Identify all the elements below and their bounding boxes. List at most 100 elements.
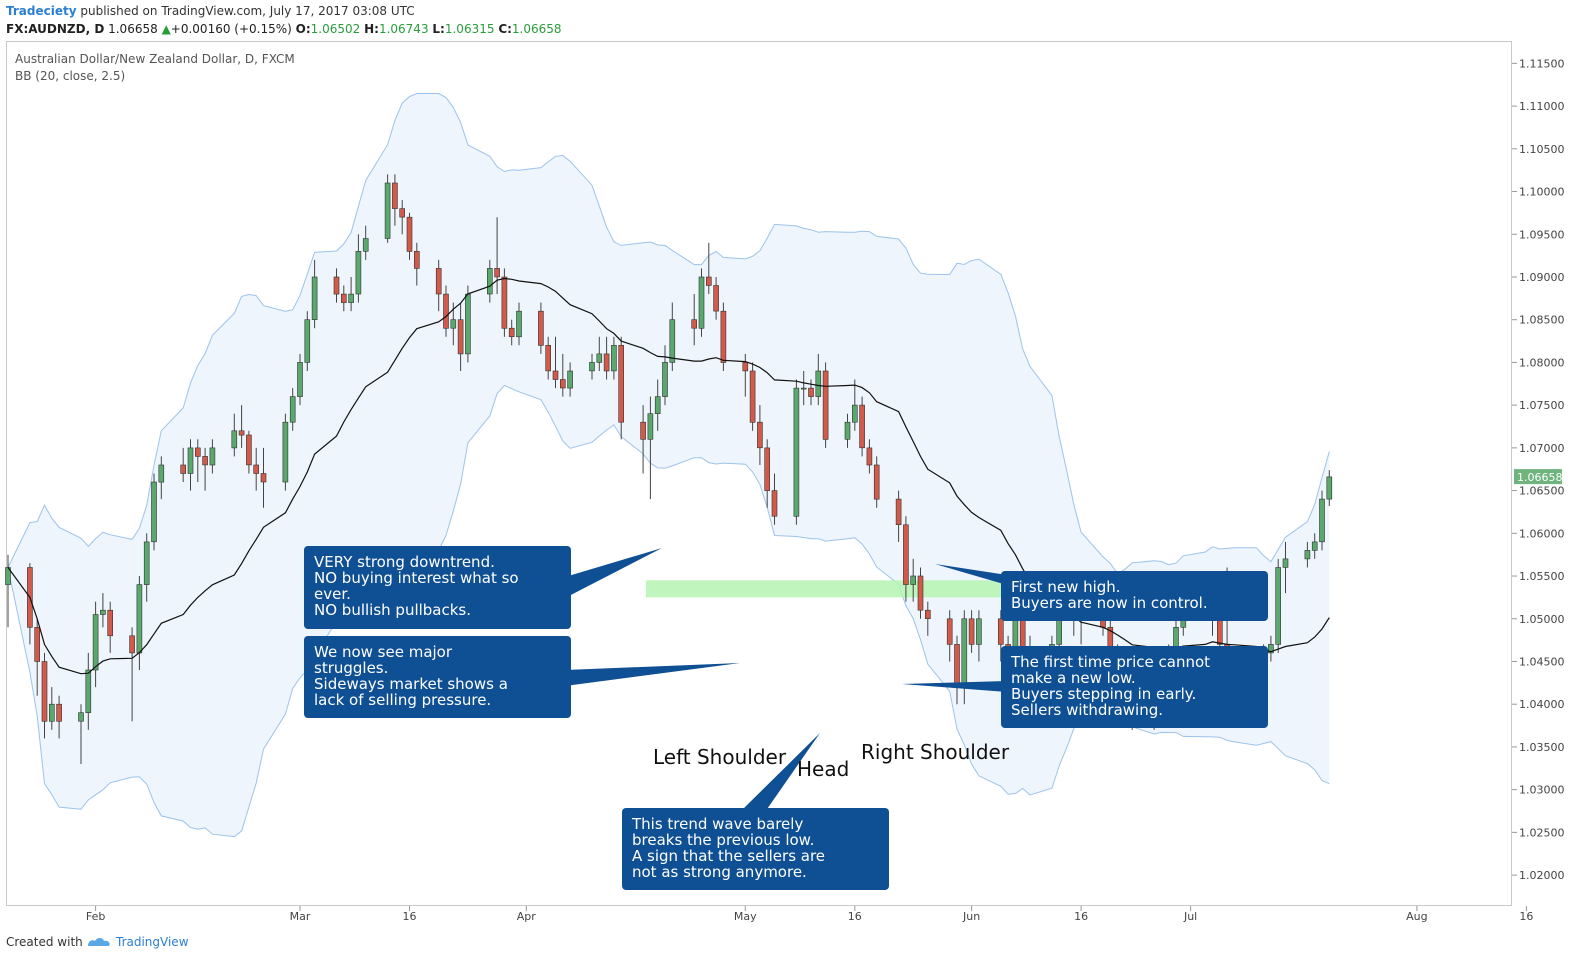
candle-body xyxy=(406,216,413,252)
candle xyxy=(85,652,92,730)
candle xyxy=(297,353,303,406)
y-tick-label: 1.06000 xyxy=(1519,527,1565,540)
candle-body xyxy=(260,473,267,483)
candle xyxy=(815,353,822,406)
candle xyxy=(538,302,544,354)
candle-body xyxy=(917,575,924,611)
candle xyxy=(771,473,778,525)
candle xyxy=(647,396,654,500)
candle-body xyxy=(976,618,982,645)
y-tick-label: 1.07000 xyxy=(1519,442,1565,455)
candle-body xyxy=(443,293,449,329)
candle-body xyxy=(129,635,135,654)
candle-body xyxy=(705,276,712,286)
candle xyxy=(545,336,552,380)
candle-body xyxy=(968,618,975,645)
candle-body xyxy=(1268,644,1274,654)
y-tick-label: 1.06500 xyxy=(1519,485,1565,498)
x-tick-label: Mar xyxy=(290,910,311,923)
candle xyxy=(195,439,201,482)
open-label: O: xyxy=(295,22,311,36)
candle-body xyxy=(603,353,610,372)
tradingview-brand[interactable]: TradingView xyxy=(116,935,189,949)
candle xyxy=(822,362,829,448)
candle-body xyxy=(742,362,749,372)
candle-body xyxy=(669,319,676,363)
y-tick-label: 1.03000 xyxy=(1519,784,1565,797)
candle-body xyxy=(662,362,668,397)
y-tick-label: 1.02000 xyxy=(1519,869,1565,882)
candle xyxy=(669,302,676,371)
candle-body xyxy=(596,353,603,363)
candle-body xyxy=(392,182,398,209)
candle-body xyxy=(100,609,106,615)
candle-body xyxy=(136,584,143,654)
x-tick-label: 16 xyxy=(1074,910,1088,923)
head-label: Head xyxy=(797,757,850,781)
candle xyxy=(494,217,500,295)
candle xyxy=(516,302,522,346)
y-tick-label: 1.08000 xyxy=(1519,356,1565,369)
candle-body xyxy=(1304,550,1311,560)
candle-body xyxy=(180,464,186,474)
candle-body xyxy=(654,396,661,415)
candle xyxy=(910,558,917,602)
candle xyxy=(129,627,135,722)
pointer-struggles xyxy=(565,663,740,686)
pointer-trend-wave xyxy=(740,733,820,812)
candle xyxy=(618,336,625,440)
candle xyxy=(654,379,661,431)
candle-body xyxy=(107,609,113,637)
candle-body xyxy=(297,362,303,397)
tradingview-link[interactable]: TradingView xyxy=(116,935,189,949)
candle-body xyxy=(691,319,698,329)
x-tick-label: Jun xyxy=(962,910,980,923)
indicator-legend[interactable]: BB (20, close, 2.5) xyxy=(15,69,126,83)
candle xyxy=(757,405,763,465)
candle xyxy=(720,302,727,371)
candle xyxy=(180,447,186,482)
y-tick-label: 1.11000 xyxy=(1519,100,1565,113)
candle xyxy=(260,447,267,508)
candle-body xyxy=(559,379,566,389)
author-link[interactable]: Tradeciety xyxy=(6,4,77,18)
x-tick-label: Aug xyxy=(1406,910,1427,923)
candle-body xyxy=(866,447,873,466)
candle xyxy=(844,413,851,448)
callout-struggles: We now see major struggles. Sideways mar… xyxy=(304,636,571,718)
candle-body xyxy=(589,362,595,372)
candle xyxy=(705,242,712,295)
candle-body xyxy=(501,276,508,329)
candle-body xyxy=(195,447,201,457)
candle xyxy=(924,601,931,636)
candle xyxy=(282,413,289,491)
y-tick-label: 1.04500 xyxy=(1519,656,1565,669)
candle-body xyxy=(282,421,289,483)
x-tick-label: Jul xyxy=(1183,910,1197,923)
right-shoulder-label: Right Shoulder xyxy=(861,740,1010,764)
footer: Created with xyxy=(6,935,83,949)
y-tick-label: 1.11500 xyxy=(1519,57,1565,70)
candle xyxy=(392,174,398,226)
candle-body xyxy=(946,618,953,645)
candle-body xyxy=(508,327,515,338)
x-tick-label: 16 xyxy=(1519,910,1533,923)
y-tick-label: 1.08500 xyxy=(1519,314,1565,327)
pointer-first-time xyxy=(902,681,1007,692)
candle xyxy=(764,439,771,508)
candle-body xyxy=(362,238,369,252)
candle xyxy=(100,593,106,628)
candle xyxy=(559,353,566,397)
high-label: H: xyxy=(364,22,379,36)
candle-body xyxy=(822,370,829,440)
candle xyxy=(976,610,982,662)
candle-body xyxy=(1275,567,1281,645)
low-label: L: xyxy=(432,22,445,36)
x-tick-label: 16 xyxy=(403,910,417,923)
candle xyxy=(698,268,705,337)
candle-body xyxy=(48,703,55,722)
chart-frame xyxy=(6,41,1512,906)
y-tick-label: 1.09500 xyxy=(1519,228,1565,241)
y-tick-label: 1.05500 xyxy=(1519,570,1565,583)
